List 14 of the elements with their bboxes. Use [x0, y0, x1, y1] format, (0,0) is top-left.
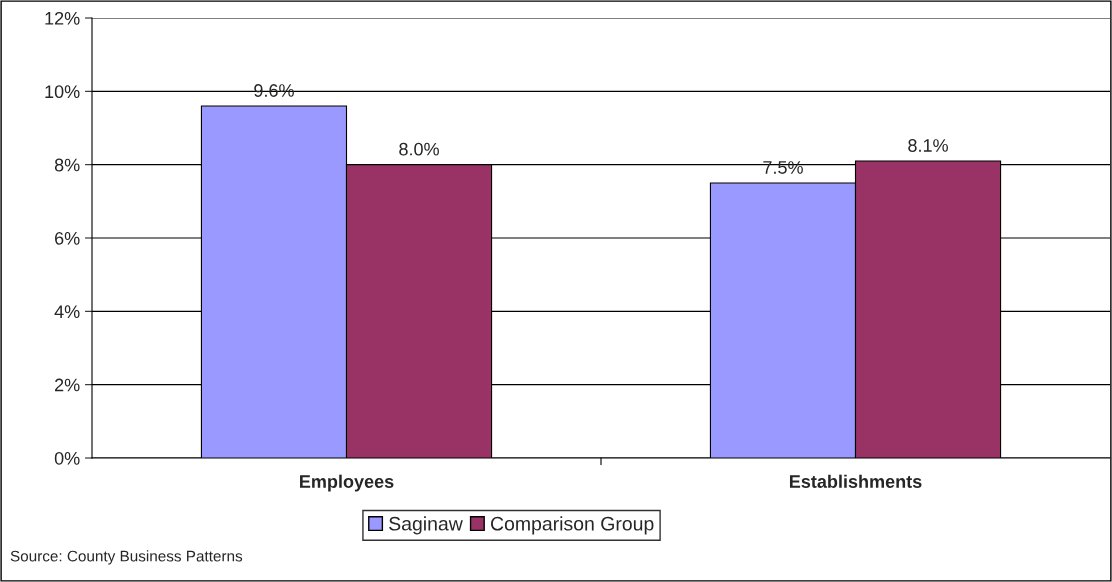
y-tick-label: 6%: [55, 231, 80, 245]
y-tick-label: 2%: [55, 378, 80, 392]
y-tick-label: 8%: [54, 158, 80, 172]
x-tick-label: Establishments: [789, 474, 922, 488]
y-tick-label: 10%: [45, 85, 80, 99]
legend-label: Saginaw: [389, 516, 463, 535]
source-note: Source: County Business Patterns: [10, 550, 243, 565]
x-tick-label: Employees: [300, 474, 394, 492]
data-label: 8.0%: [399, 142, 439, 156]
legend-label: Comparison Group: [491, 516, 654, 535]
y-tick-label: 4%: [54, 305, 80, 318]
data-label: 8.1%: [908, 139, 948, 152]
y-tick-label: 12%: [45, 11, 80, 25]
y-tick-label: 0%: [54, 451, 80, 465]
